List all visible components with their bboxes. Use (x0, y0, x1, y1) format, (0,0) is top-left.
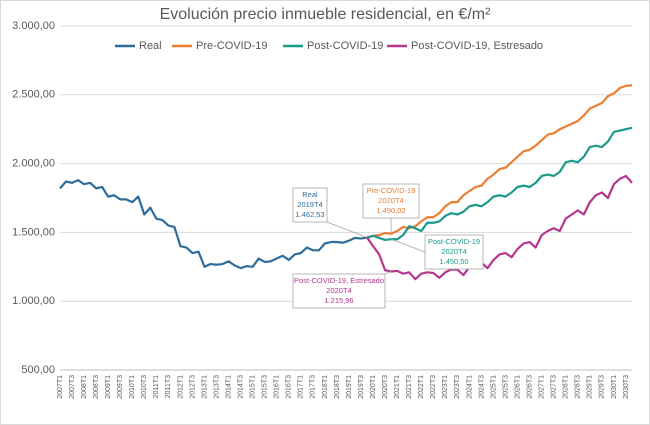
x-tick-label: 2013T3 (213, 375, 220, 399)
annotation-text: Pre-COVID-19 (367, 186, 416, 195)
legend-label: Post-COVID-19 (307, 40, 383, 52)
x-tick-label: 2012T3 (189, 375, 196, 399)
x-tick-label: 2008T3 (93, 375, 100, 399)
series-line (366, 126, 633, 242)
annotation-text: 2020T4 (441, 247, 466, 256)
x-tick-label: 2011T1 (153, 375, 160, 398)
annotation-box (292, 273, 386, 309)
annotation-text: 2020T4 (326, 286, 351, 295)
x-tick-label: 2012T1 (177, 375, 184, 399)
x-tick-label: 2009T3 (117, 375, 124, 399)
x-tick-label: 2024T1 (466, 375, 473, 399)
annotation-text: 1.450,50 (439, 257, 468, 266)
legend-label: Pre-COVID-19 (196, 40, 268, 52)
x-tick-label: 2024T3 (478, 375, 485, 399)
annotation-text: Post-COVID-19 (428, 237, 480, 246)
x-tick-label: 2025T3 (502, 375, 509, 399)
x-tick-label: 2021T1 (394, 375, 401, 399)
x-tick-label: 2028T1 (563, 375, 570, 399)
x-tick-label: 2020T3 (382, 375, 389, 399)
x-tick-label: 2016T1 (274, 375, 281, 399)
y-tick-label: 2.000,00 (12, 158, 55, 170)
x-tick-label: 2022T1 (418, 375, 425, 399)
annotation-leader (384, 271, 392, 275)
x-tick-label: 2027T3 (551, 375, 558, 399)
x-tick-label: 2021T3 (406, 375, 413, 399)
annotation-text: 2019T4 (297, 200, 322, 209)
x-tick-label: 2029T1 (587, 375, 594, 399)
x-tick-label: 2016T3 (286, 375, 293, 399)
annotation-leader (326, 221, 368, 238)
y-tick-label: 500,00 (21, 364, 55, 376)
x-tick-label: 2027T1 (539, 375, 546, 399)
x-tick-label: 2010T3 (141, 375, 148, 399)
x-tick-label: 2025T1 (490, 375, 497, 399)
annotation-box (292, 187, 328, 223)
legend-label: Real (139, 40, 162, 52)
x-tick-label: 2023T3 (454, 375, 461, 399)
y-tick-label: 2.500,00 (12, 89, 55, 101)
x-tick-label: 2017T1 (298, 375, 305, 399)
annotation-text: 1.215,96 (324, 296, 353, 305)
x-tick-label: 2026T1 (514, 375, 521, 399)
x-tick-label: 2019T3 (358, 375, 365, 399)
chart-title: Evolución precio inmueble residencial, e… (160, 6, 492, 23)
x-tick-label: 2028T3 (575, 375, 582, 399)
annotation-text: Post-COVID-19, Estresado (294, 276, 384, 285)
annotation-text: Real (302, 190, 318, 199)
x-tick-label: 2013T1 (201, 375, 208, 399)
x-tick-label: 2029T3 (599, 375, 606, 399)
x-tick-label: 2007T3 (69, 375, 76, 399)
y-tick-label: 1.000,00 (12, 295, 55, 307)
annotation-text: 1.462,53 (295, 210, 324, 219)
series-line (366, 174, 633, 281)
x-tick-label: 2017T3 (310, 375, 317, 399)
series-line (59, 179, 368, 270)
x-tick-label: 2018T3 (334, 375, 341, 399)
x-tick-label: 2030T1 (611, 375, 618, 399)
x-tick-label: 2022T3 (430, 375, 437, 399)
annotation-box (424, 234, 484, 270)
legend-label: Post-COVID-19, Estresado (411, 40, 543, 52)
y-tick-label: 1.500,00 (12, 226, 55, 238)
x-tick-label: 2030T3 (623, 375, 630, 399)
x-tick-label: 2015T3 (262, 375, 269, 399)
x-tick-label: 2026T3 (526, 375, 533, 399)
x-tick-label: 2023T1 (442, 375, 449, 399)
annotation-text: 2020T4 (378, 196, 403, 205)
x-tick-label: 2020T1 (370, 375, 377, 399)
x-tick-label: 2009T1 (105, 375, 112, 399)
annotation-box (362, 183, 420, 219)
annotation-leader (391, 238, 426, 253)
x-tick-label: 2015T1 (250, 375, 257, 399)
x-tick-label: 2018T1 (322, 375, 329, 399)
x-tick-label: 2019T1 (346, 375, 353, 399)
x-tick-label: 2007T1 (57, 375, 64, 399)
x-tick-label: 2010T1 (129, 375, 136, 399)
x-tick-label: 2008T1 (81, 375, 88, 399)
x-tick-label: 2014T3 (237, 375, 244, 399)
y-tick-label: 3.000,00 (12, 20, 55, 32)
annotation-text: 1.490,02 (376, 206, 405, 215)
x-tick-label: 2014T1 (225, 375, 232, 399)
x-tick-label: 2011T3 (165, 375, 172, 398)
